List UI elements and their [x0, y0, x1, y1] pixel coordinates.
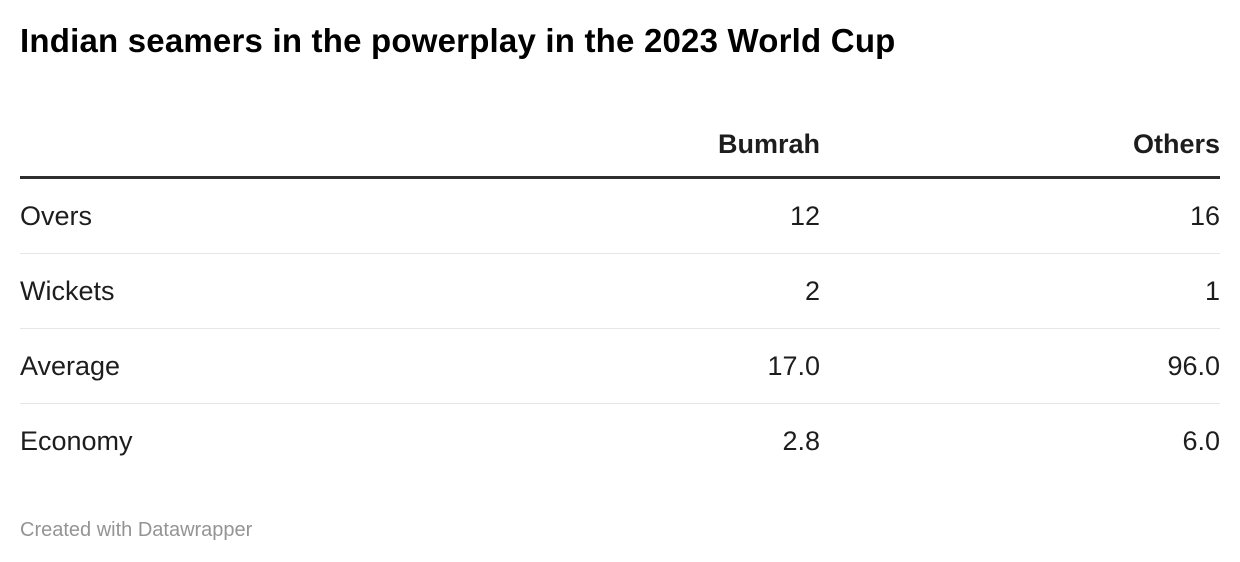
cell-value-bumrah: 12 [420, 177, 820, 254]
datawrapper-attribution-link[interactable]: Created with Datawrapper [20, 519, 253, 541]
table-body: Overs 12 16 Wickets 2 1 Average 17.0 96.… [20, 177, 1220, 479]
row-label: Economy [20, 426, 133, 456]
table-header: Bumrah Others [20, 112, 1220, 179]
chart-title: Indian seamers in the powerplay in the 2… [20, 22, 896, 59]
header-cell-empty [20, 112, 420, 179]
row-label: Overs [20, 177, 420, 254]
header-row: Bumrah Others [20, 112, 1220, 179]
cell-value-others: 1 [820, 253, 1220, 329]
cell-value-others: 16 [820, 177, 1220, 254]
row-label: Average [20, 328, 420, 404]
table-row-wickets: Wickets 2 1 [20, 253, 1220, 329]
row-label: Wickets [20, 253, 420, 329]
cell-value-bumrah: 17.0 [420, 328, 820, 404]
table-row-overs: Overs 12 16 [20, 177, 1220, 254]
table-row-average: Average 17.0 96.0 [20, 328, 1220, 404]
cell-value-bumrah: 2.8 [782, 426, 820, 456]
cell-value-others: 96.0 [820, 328, 1220, 404]
cell-value-bumrah: 2 [420, 253, 820, 329]
table-row-economy: Economy 2.8 6.0 [20, 404, 1220, 479]
header-cell-others: Others [820, 112, 1220, 179]
cell-value-others: 6.0 [1182, 426, 1220, 456]
header-cell-bumrah: Bumrah [420, 112, 820, 179]
stats-table: Bumrah Others Overs 12 16 Wickets 2 1 Av… [20, 112, 1220, 478]
